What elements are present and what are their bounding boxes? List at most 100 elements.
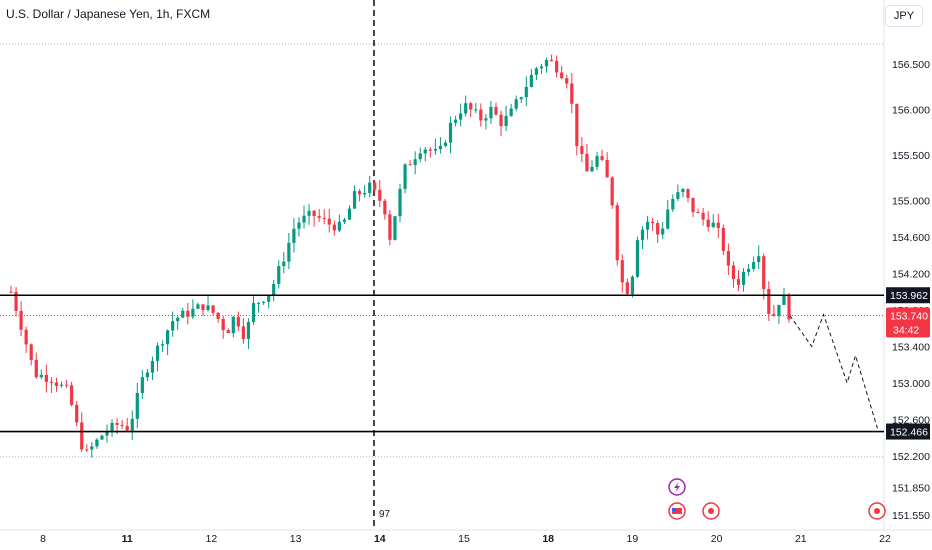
candle-body xyxy=(595,156,599,167)
candle-body xyxy=(297,222,301,229)
candle-body xyxy=(504,115,508,127)
candle-body xyxy=(620,260,624,283)
candle-body xyxy=(423,149,427,154)
y-tick-label: 152.600 xyxy=(892,414,930,426)
candle-body xyxy=(448,122,453,143)
candle-body xyxy=(544,59,549,67)
candle-body xyxy=(489,106,493,119)
candle-body xyxy=(787,295,791,320)
candle-body xyxy=(519,97,523,100)
candle-body xyxy=(388,214,392,240)
level-price-label: 153.962 xyxy=(890,290,928,302)
candle-body xyxy=(605,159,609,178)
y-tick-label: 151.850 xyxy=(892,483,930,495)
lightning-event-icon[interactable] xyxy=(668,478,686,496)
candle-body xyxy=(363,192,367,195)
candle-body xyxy=(347,208,352,220)
candle-body xyxy=(459,113,463,120)
candle-body xyxy=(726,251,730,266)
candle-body xyxy=(140,377,144,393)
candle-body xyxy=(307,210,311,216)
current-price-label: 153.740 xyxy=(890,310,928,322)
candle-body xyxy=(767,289,771,314)
candle-body xyxy=(782,295,786,305)
candle-body xyxy=(706,219,710,227)
candle-body xyxy=(85,449,89,451)
countdown-label: 34:42 xyxy=(893,324,919,336)
y-tick-label: 151.550 xyxy=(892,510,930,522)
candle-body xyxy=(686,189,690,198)
candle-body xyxy=(24,329,28,345)
flag-event-icon[interactable] xyxy=(668,502,686,520)
candle-body xyxy=(327,218,331,225)
candle-body xyxy=(464,103,468,114)
candle-body xyxy=(469,103,473,110)
candle-body xyxy=(100,435,104,440)
candle-body xyxy=(166,330,170,345)
candle-body xyxy=(757,256,761,263)
candle-body xyxy=(256,302,261,304)
candle-body xyxy=(176,317,180,322)
candle-body xyxy=(267,295,271,302)
y-tick-label: 156.500 xyxy=(892,59,930,71)
y-tick-label: 153.400 xyxy=(892,341,930,353)
candle-body xyxy=(312,210,316,216)
candle-body xyxy=(514,99,518,109)
candle-body xyxy=(762,256,766,290)
candle-body xyxy=(438,145,443,150)
candle-body xyxy=(9,291,13,293)
x-tick-label: 21 xyxy=(795,533,807,545)
candle-body xyxy=(635,240,640,277)
economic-event-icon[interactable] xyxy=(868,502,886,520)
candle-body xyxy=(322,217,326,219)
candle-body xyxy=(231,316,235,334)
candle-body xyxy=(29,344,33,360)
economic-event-icon[interactable] xyxy=(702,502,720,520)
candle-body xyxy=(292,228,296,243)
y-tick-label: 154.200 xyxy=(892,269,930,281)
x-tick-label: 12 xyxy=(206,533,218,545)
marker-label: 97 xyxy=(379,509,391,520)
currency-button[interactable]: JPY xyxy=(885,5,923,27)
x-tick-label: 11 xyxy=(122,533,133,545)
candle-body xyxy=(236,316,240,327)
x-tick-label: 14 xyxy=(374,533,386,545)
candle-body xyxy=(570,83,574,104)
candle-body xyxy=(262,301,266,303)
candle-body xyxy=(716,222,720,228)
candle-body xyxy=(44,374,48,382)
candle-body xyxy=(282,261,286,267)
candle-body xyxy=(731,265,736,280)
candle-body xyxy=(160,344,165,346)
candle-body xyxy=(357,191,362,195)
level-price-label: 152.466 xyxy=(890,427,928,439)
candle-body xyxy=(585,153,589,172)
x-tick-label: 19 xyxy=(627,533,639,545)
candle-body xyxy=(529,74,533,87)
candle-body xyxy=(120,424,124,426)
candle-body xyxy=(565,78,569,84)
candle-body xyxy=(80,422,84,450)
candle-body xyxy=(746,268,751,272)
y-tick-label: 152.200 xyxy=(892,451,930,463)
candle-body xyxy=(216,312,220,319)
level-price-tag xyxy=(886,287,930,304)
candle-body xyxy=(479,109,483,121)
candle-body xyxy=(383,200,387,215)
candle-body xyxy=(549,59,554,61)
candle-body xyxy=(302,215,306,223)
x-tick-label: 22 xyxy=(879,533,891,545)
candle-body xyxy=(661,228,665,235)
y-tick-label: 156.000 xyxy=(892,105,930,117)
candle-body xyxy=(337,221,341,231)
candle-body xyxy=(645,221,650,230)
level-price-tag xyxy=(886,423,930,440)
candle-body xyxy=(560,72,564,79)
candle-body xyxy=(186,310,190,317)
candle-body xyxy=(352,191,357,209)
chart-title: U.S. Dollar / Japanese Yen, 1h, FXCM xyxy=(6,7,211,21)
y-tick-label: 154.600 xyxy=(892,232,930,244)
candle-body xyxy=(494,106,498,115)
candle-body xyxy=(509,108,513,116)
